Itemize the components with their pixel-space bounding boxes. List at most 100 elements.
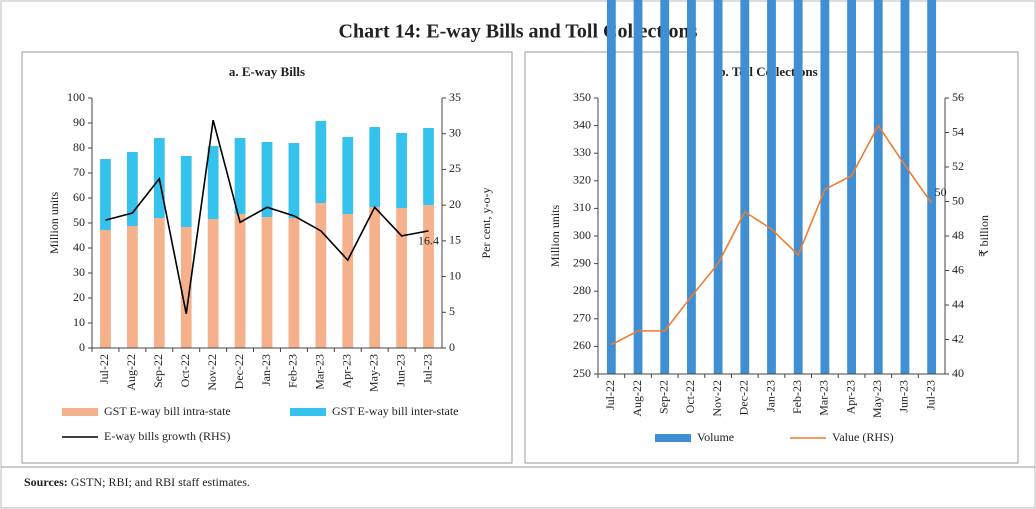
x-tick-label: Apr-23 bbox=[340, 354, 354, 388]
x-tick-label: Sep-22 bbox=[151, 354, 165, 388]
x-tick-label: Apr-23 bbox=[843, 380, 857, 414]
y2-tick-label: 42 bbox=[952, 331, 964, 345]
y-tick-label: 50 bbox=[73, 215, 85, 229]
y2-tick-label: 48 bbox=[952, 228, 964, 242]
x-tick-label: Mar-23 bbox=[313, 354, 327, 390]
bar bbox=[900, 0, 910, 374]
bar bbox=[342, 137, 354, 214]
y-tick-label: 40 bbox=[73, 240, 85, 254]
data-label: 50 bbox=[935, 185, 947, 199]
x-tick-label: Jan-23 bbox=[763, 380, 777, 412]
panel bbox=[21, 51, 513, 464]
x-tick-label: Jun-23 bbox=[393, 354, 407, 387]
line bbox=[105, 119, 429, 314]
source-text: GSTN; RBI; and RBI staff estimates. bbox=[71, 475, 250, 489]
x-tick-label: Jul-22 bbox=[97, 354, 111, 384]
legend-swatch bbox=[290, 408, 326, 416]
bar bbox=[261, 142, 273, 217]
y-tick-label: 300 bbox=[573, 228, 591, 242]
chart-title: a. E-way Bills bbox=[229, 64, 305, 79]
bar bbox=[633, 0, 643, 374]
source: Sources: GSTN; RBI; and RBI staff estima… bbox=[24, 475, 250, 489]
y2-tick-label: 20 bbox=[449, 197, 461, 211]
y-tick-label: 250 bbox=[573, 366, 591, 380]
legend-label: Value (RHS) bbox=[832, 430, 894, 444]
bar bbox=[873, 0, 883, 374]
x-tick-label: Aug-22 bbox=[630, 380, 644, 417]
bar bbox=[767, 0, 776, 374]
y-tick-label: 340 bbox=[573, 117, 591, 131]
legend-label: GST E-way bill intra-state bbox=[104, 404, 231, 418]
bar bbox=[396, 208, 407, 348]
y2-tick-label: 15 bbox=[449, 233, 461, 247]
line bbox=[610, 124, 933, 346]
y2-tick-label: 10 bbox=[449, 268, 461, 282]
y-tick-label: 80 bbox=[73, 140, 85, 154]
data-label: 16.4 bbox=[418, 234, 439, 248]
bar bbox=[713, 0, 723, 374]
bar bbox=[847, 0, 856, 374]
y-tick-label: 330 bbox=[573, 145, 591, 159]
bar bbox=[234, 214, 246, 348]
bar bbox=[261, 217, 273, 348]
x-tick-label: Feb-23 bbox=[790, 380, 804, 414]
y-tick-label: 310 bbox=[573, 200, 591, 214]
bar bbox=[396, 133, 407, 208]
y-tick-label: 70 bbox=[73, 165, 85, 179]
y2-tick-label: 30 bbox=[449, 125, 461, 139]
page-title: Chart 14: E-way Bills and Toll Collectio… bbox=[339, 21, 698, 43]
y-tick-label: 280 bbox=[573, 283, 591, 297]
y2-tick-label: 40 bbox=[952, 366, 964, 380]
x-tick-label: Oct-22 bbox=[683, 380, 697, 413]
y-tick-label: 0 bbox=[79, 340, 85, 354]
bar bbox=[369, 127, 381, 207]
y2-axis-label: ₹ billion bbox=[977, 215, 991, 257]
bar bbox=[288, 218, 300, 348]
source-label: Sources: bbox=[24, 475, 68, 489]
y2-tick-label: 5 bbox=[449, 304, 455, 318]
y-tick-label: 270 bbox=[573, 311, 591, 325]
bar bbox=[288, 143, 300, 218]
y-tick-label: 90 bbox=[73, 115, 85, 129]
bar bbox=[207, 219, 219, 348]
x-tick-label: Dec-22 bbox=[232, 354, 246, 389]
x-tick-label: Aug-22 bbox=[124, 354, 138, 391]
y-tick-label: 100 bbox=[67, 90, 85, 104]
x-tick-label: Jul-22 bbox=[603, 380, 617, 410]
bar bbox=[180, 156, 192, 227]
y2-tick-label: 52 bbox=[952, 159, 964, 173]
bar bbox=[423, 128, 434, 205]
bar bbox=[100, 230, 111, 348]
legend-label: Volume bbox=[697, 430, 734, 444]
y-tick-label: 10 bbox=[73, 315, 85, 329]
x-tick-label: Nov-22 bbox=[205, 354, 219, 391]
bar bbox=[927, 0, 937, 374]
y-tick-label: 350 bbox=[573, 90, 591, 104]
x-tick-label: Jun-23 bbox=[897, 380, 911, 413]
legend-swatch bbox=[62, 408, 98, 416]
x-tick-label: Feb-23 bbox=[286, 354, 300, 388]
x-tick-label: Nov-22 bbox=[710, 380, 724, 417]
bar bbox=[606, 0, 616, 375]
y-tick-label: 260 bbox=[573, 338, 591, 352]
legend-label: GST E-way bill inter-state bbox=[332, 404, 459, 418]
x-tick-label: Jul-23 bbox=[420, 354, 434, 384]
y-axis-label: Million units bbox=[548, 204, 562, 267]
y2-tick-label: 35 bbox=[449, 90, 461, 104]
bar bbox=[100, 159, 111, 230]
bar bbox=[369, 207, 381, 348]
y-tick-label: 290 bbox=[573, 255, 591, 269]
bar bbox=[342, 214, 354, 348]
x-tick-label: Jul-23 bbox=[923, 380, 937, 410]
y2-tick-label: 56 bbox=[952, 90, 964, 104]
bar bbox=[234, 138, 246, 214]
y2-tick-label: 46 bbox=[952, 262, 964, 276]
y-tick-label: 30 bbox=[73, 265, 85, 279]
bar bbox=[315, 121, 327, 203]
x-tick-label: Dec-22 bbox=[737, 380, 751, 415]
bar bbox=[315, 203, 327, 348]
y2-tick-label: 50 bbox=[952, 193, 964, 207]
y2-tick-label: 0 bbox=[449, 340, 455, 354]
bar bbox=[820, 0, 830, 374]
